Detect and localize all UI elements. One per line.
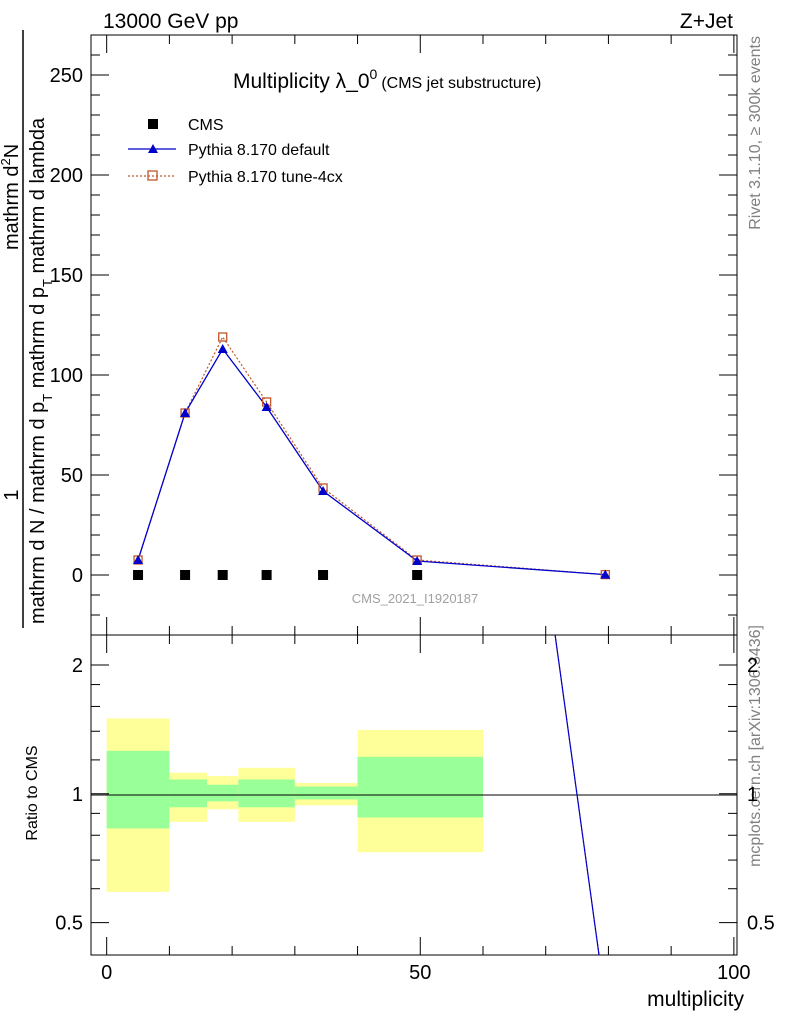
y-tick-label: 150 <box>50 265 83 287</box>
main-y-ticks: 0 50 100 150 200 250 <box>50 34 737 636</box>
main-ylabel: 1 mathrm d2N mathrm d N / mathrm d pT ma… <box>0 30 55 628</box>
ratio-bands <box>106 718 483 892</box>
legend: CMS Pythia 8.170 default Pythia 8.170 tu… <box>128 117 343 186</box>
ratio-band-inner-0 <box>106 750 170 829</box>
ratio-tick-label-right: 0.5 <box>747 913 775 935</box>
energy-label: 13000 GeV pp <box>103 10 238 33</box>
mcplots-label: mcplots.cern.ch [arXiv:1306.3436] <box>747 625 764 867</box>
y-tick-label: 200 <box>50 165 83 187</box>
default-point-1 <box>180 408 191 417</box>
ratio-tick-label-left: 0.5 <box>55 913 83 935</box>
ratio-y-ticks: 0.5 0.5 1 1 2 2 <box>55 655 775 935</box>
default-point-5 <box>412 556 423 565</box>
y-tick-label: 100 <box>50 365 83 387</box>
x-tick-label: 50 <box>409 962 431 984</box>
tune-point-2 <box>218 332 228 342</box>
ratio-band-inner-4 <box>294 786 358 800</box>
main-title: Multiplicity λ_00(CMS jet substructure) <box>233 66 541 93</box>
ratio-band-inner-3 <box>238 779 295 808</box>
default-point-6 <box>600 569 611 579</box>
ratio-line-default <box>554 634 600 956</box>
legend-tune-marker <box>147 170 158 181</box>
rivet-label: Rivet 3.1.10, ≥ 300k events <box>747 36 764 230</box>
legend-tune-label: Pythia 8.170 tune-4cx <box>188 169 343 186</box>
process-label: Z+Jet <box>680 10 733 33</box>
legend-default-label: Pythia 8.170 default <box>188 142 330 159</box>
ratio-tick-label-left: 2 <box>72 655 83 677</box>
x-tick-label: 100 <box>717 962 750 984</box>
legend-cms-label: CMS <box>188 117 224 134</box>
x-tick-label: 0 <box>101 962 112 984</box>
default-point-3 <box>261 402 272 411</box>
ratio-lines <box>554 634 600 956</box>
legend-cms-marker <box>148 119 158 129</box>
default-point-4 <box>318 486 329 495</box>
cms-point-0 <box>133 570 144 580</box>
ylabel-den: mathrm d N / mathrm d pT mathrm d pT mat… <box>27 117 55 624</box>
legend-default-marker <box>148 144 158 153</box>
ratio-band-inner-2 <box>207 784 239 802</box>
cms-point-5 <box>412 570 423 580</box>
default-point-0 <box>133 555 144 564</box>
ratio-tick-label-right: 2 <box>747 655 758 677</box>
ratio-band-inner-5 <box>357 756 483 818</box>
ratio-tick-label-right: 1 <box>747 784 758 806</box>
cms-point-4 <box>318 570 329 580</box>
y-tick-label: 250 <box>50 65 83 87</box>
x-axis-label: multiplicity <box>647 988 744 1011</box>
ratio-tick-label-left: 1 <box>72 784 83 806</box>
series-layer <box>133 332 611 580</box>
y-tick-label: 0 <box>72 565 83 587</box>
default-point-2 <box>217 344 228 353</box>
ylabel-num: mathrm d2N <box>0 144 23 250</box>
cms-point-2 <box>217 570 228 580</box>
series-line-default <box>137 347 606 576</box>
ylabel-one: 1 <box>1 489 23 500</box>
y-tick-label: 50 <box>61 465 83 487</box>
cms-point-1 <box>180 570 191 580</box>
ratio-ylabel: Ratio to CMS <box>24 745 41 840</box>
ratio-band-inner-1 <box>169 779 208 808</box>
analysis-watermark: CMS_2021_I1920187 <box>352 591 479 606</box>
cms-point-3 <box>261 570 272 580</box>
x-ticks: 0 50 100 <box>101 35 751 984</box>
